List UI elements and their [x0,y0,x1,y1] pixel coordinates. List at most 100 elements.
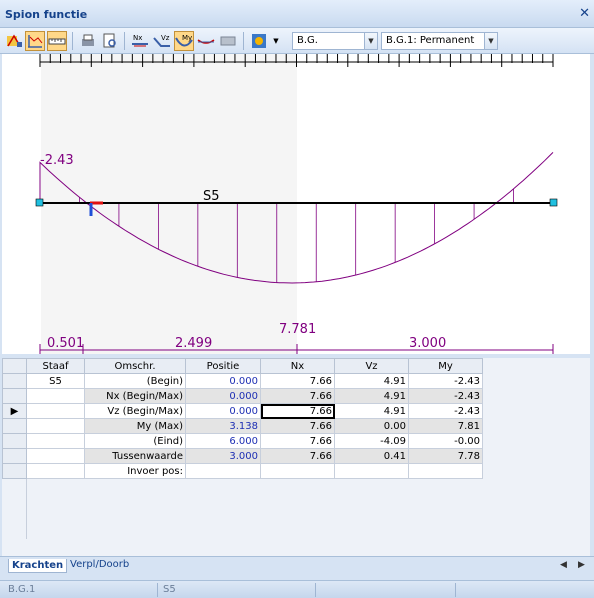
cell-my[interactable]: 7.81 [408,418,483,434]
settings-icon[interactable] [249,31,269,51]
cell-my[interactable]: -2.43 [408,373,483,389]
staaf-col-fill [26,523,85,539]
cell-staaf[interactable] [26,418,85,434]
start-node[interactable] [35,198,44,207]
cell-staaf[interactable] [26,433,85,449]
cell-vz[interactable]: 0.00 [334,418,409,434]
table-row[interactable]: Tussenwaarde 3.000 7.66 0.41 7.78 [2,448,483,464]
table-row[interactable]: Nx (Begin/Max) 0.000 7.66 4.91 -2.43 [2,388,483,404]
print-icon[interactable] [78,31,98,51]
cell-staaf[interactable]: S5 [26,373,85,389]
nx-icon[interactable]: Nx [130,31,150,51]
scroll-right-icon[interactable]: ▶ [578,560,585,570]
settings-dropdown-icon[interactable]: ▼ [273,37,279,45]
row-header[interactable] [2,418,27,434]
row-header[interactable] [2,448,27,464]
cell-staaf[interactable] [26,448,85,464]
table-row[interactable]: My (Max) 3.138 7.66 0.00 7.81 [2,418,483,434]
load-type-combo[interactable]: B.G. ▼ [292,32,378,50]
cell-nx[interactable]: 7.66 [260,433,335,449]
table-row[interactable]: ▶ Vz (Begin/Max) 0.000 7.66 4.91 -2.43 [2,403,483,419]
row-header[interactable]: ▶ [2,403,27,419]
section-icon[interactable] [218,31,238,51]
table-row[interactable]: S5 (Begin) 0.000 7.66 4.91 -2.43 [2,373,483,389]
cell-vz[interactable] [334,463,409,479]
load-case-combo[interactable]: B.G.1: Permanent ▼ [381,32,498,50]
svg-text:Vz: Vz [161,34,170,42]
status-bar: B.G.1 S5 [0,580,594,598]
cell-staaf[interactable] [26,463,85,479]
row-header[interactable] [2,388,27,404]
col-header-positie[interactable]: Positie [185,358,261,374]
cell-positie[interactable]: 6.000 [185,433,261,449]
row-header [2,523,27,539]
cell-vz[interactable]: -4.09 [334,433,409,449]
cell-my[interactable]: -2.43 [408,403,483,419]
cell-omschr[interactable]: My (Max) [84,418,186,434]
cell-nx[interactable]: 7.66 [260,403,335,419]
toolbar: Nx Vz My ▼ B.G. ▼ B.G.1: Permanent ▼ [0,28,594,54]
staaf-col-fill [26,478,85,494]
cell-positie[interactable]: 0.000 [185,403,261,419]
cell-vz[interactable]: 0.41 [334,448,409,464]
cell-omschr[interactable]: (Begin) [84,373,186,389]
row-header[interactable] [2,433,27,449]
close-icon[interactable]: ✕ [579,6,590,21]
cell-omschr[interactable]: Nx (Begin/Max) [84,388,186,404]
ruler-icon[interactable] [47,31,67,51]
scroll-left-icon[interactable]: ◀ [560,560,567,570]
cell-positie[interactable]: 3.000 [185,448,261,464]
cell-nx[interactable] [260,463,335,479]
table-row[interactable]: Invoer pos: [2,463,483,479]
tab-strip: Krachten Verpl/Doorb ◀ ▶ [0,556,594,576]
row-header-corner [2,358,27,374]
status-member: S5 [163,584,176,595]
diagram-icon[interactable] [25,31,45,51]
cell-my[interactable]: 7.78 [408,448,483,464]
cell-nx[interactable]: 7.66 [260,373,335,389]
tab-krachten[interactable]: Krachten [8,559,68,573]
print-preview-icon[interactable] [100,31,120,51]
cell-nx[interactable]: 7.66 [260,418,335,434]
col-header-omschr[interactable]: Omschr. [84,358,186,374]
chevron-down-icon[interactable]: ▼ [364,33,377,49]
chevron-down-icon[interactable]: ▼ [484,33,497,49]
cell-vz[interactable]: 4.91 [334,403,409,419]
cell-positie[interactable]: 3.138 [185,418,261,434]
cell-positie[interactable]: 0.000 [185,388,261,404]
member-select-icon[interactable] [4,31,24,51]
col-header-nx[interactable]: Nx [260,358,335,374]
col-header-my[interactable]: My [408,358,483,374]
ruler [39,54,554,67]
diagram-canvas[interactable]: S5 -2.43 7.781 0.501 2.499 3.000 [2,54,590,354]
table-row[interactable]: (Eind) 6.000 7.66 -4.09 -0.00 [2,433,483,449]
cell-omschr[interactable]: Tussenwaarde [84,448,186,464]
empty-row [2,493,483,509]
window-title: Spion functie [5,8,88,21]
cell-vz[interactable]: 4.91 [334,373,409,389]
row-header[interactable] [2,373,27,389]
cell-nx[interactable]: 7.66 [260,388,335,404]
result-grid[interactable]: Staaf Omschr. Positie Nx Vz My S5 (Begin)… [2,358,483,539]
cell-my[interactable]: -0.00 [408,433,483,449]
deflection-icon[interactable] [196,31,216,51]
vz-icon[interactable]: Vz [152,31,172,51]
tab-verpl-doorb[interactable]: Verpl/Doorb [70,559,130,570]
row-header[interactable] [2,463,27,479]
cell-omschr[interactable]: (Eind) [84,433,186,449]
col-header-staaf[interactable]: Staaf [26,358,85,374]
cell-staaf[interactable] [26,403,85,419]
cell-nx[interactable]: 7.66 [260,448,335,464]
end-node[interactable] [549,198,558,207]
result-grid-area[interactable]: Staaf Omschr. Positie Nx Vz My S5 (Begin)… [2,358,590,556]
cell-my[interactable]: -2.43 [408,388,483,404]
cell-positie[interactable] [185,463,261,479]
cell-positie[interactable]: 0.000 [185,373,261,389]
cell-my[interactable] [408,463,483,479]
my-icon[interactable]: My [174,31,194,51]
cell-vz[interactable]: 4.91 [334,388,409,404]
cell-omschr[interactable]: Invoer pos: [84,463,186,479]
cell-omschr[interactable]: Vz (Begin/Max) [84,403,186,419]
cell-staaf[interactable] [26,388,85,404]
col-header-vz[interactable]: Vz [334,358,409,374]
